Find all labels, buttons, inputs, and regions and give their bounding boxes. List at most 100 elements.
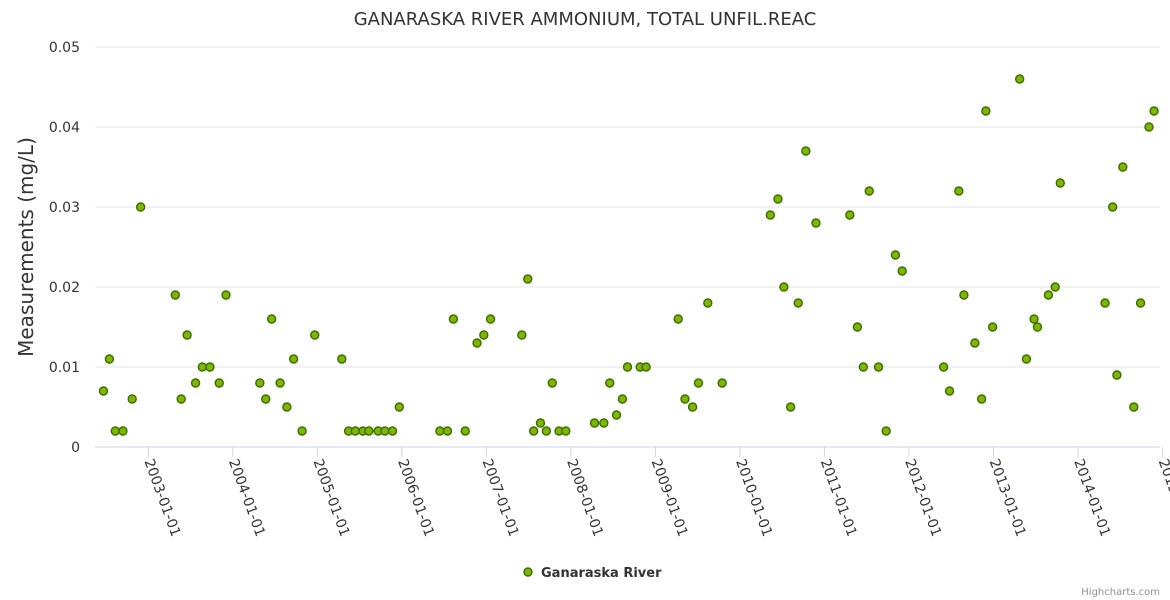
data-point[interactable] — [617, 394, 628, 404]
data-point[interactable] — [1144, 122, 1154, 132]
data-point[interactable] — [460, 426, 470, 436]
data-point[interactable] — [954, 186, 964, 196]
data-point[interactable] — [987, 322, 998, 332]
data-point[interactable] — [976, 394, 987, 404]
data-point[interactable] — [773, 194, 783, 204]
data-point[interactable] — [785, 402, 796, 412]
data-point[interactable] — [793, 298, 803, 308]
data-point[interactable] — [197, 362, 208, 372]
legend[interactable]: Ganaraska River — [523, 566, 662, 581]
data-point[interactable] — [589, 418, 600, 428]
data-point[interactable] — [881, 426, 891, 436]
data-point[interactable] — [472, 338, 482, 348]
data-point[interactable] — [221, 290, 231, 300]
data-point[interactable] — [845, 210, 855, 220]
data-point[interactable] — [255, 378, 265, 388]
data-point[interactable] — [485, 314, 496, 324]
data-point[interactable] — [135, 202, 146, 212]
data-point[interactable] — [127, 394, 137, 404]
data-point[interactable] — [182, 330, 192, 340]
data-point[interactable] — [288, 354, 299, 364]
data-point[interactable] — [611, 410, 622, 420]
data-point[interactable] — [214, 378, 224, 388]
data-point[interactable] — [297, 426, 307, 436]
data-point[interactable] — [1129, 402, 1139, 412]
data-point[interactable] — [693, 378, 704, 388]
credits-link[interactable]: Highcharts.com — [1081, 587, 1160, 598]
data-point[interactable] — [387, 426, 398, 436]
legend-item-ganaraska-river[interactable]: Ganaraska River — [541, 566, 662, 581]
data-point[interactable] — [528, 426, 539, 436]
data-point[interactable] — [1055, 178, 1065, 188]
data-point[interactable] — [765, 210, 776, 220]
data-point[interactable] — [364, 426, 374, 436]
y-tick-label: 0.01 — [49, 360, 80, 376]
data-point[interactable] — [1021, 354, 1032, 364]
data-point[interactable] — [337, 354, 347, 364]
data-point[interactable] — [261, 394, 271, 404]
data-point[interactable] — [435, 426, 445, 436]
data-point[interactable] — [605, 378, 615, 388]
data-point[interactable] — [380, 426, 390, 436]
data-point[interactable] — [523, 274, 533, 284]
data-point[interactable] — [1014, 74, 1025, 84]
data-point[interactable] — [517, 330, 527, 340]
data-point[interactable] — [858, 362, 869, 372]
data-point[interactable] — [1149, 106, 1159, 116]
data-point[interactable] — [275, 378, 285, 388]
data-point[interactable] — [479, 330, 489, 340]
data-point[interactable] — [1029, 314, 1039, 324]
data-point[interactable] — [110, 426, 120, 436]
data-point[interactable] — [1112, 370, 1122, 380]
data-point[interactable] — [687, 402, 698, 412]
data-point[interactable] — [873, 362, 884, 372]
data-point[interactable] — [170, 290, 180, 300]
data-point[interactable] — [535, 418, 546, 428]
data-point[interactable] — [561, 426, 571, 436]
data-point[interactable] — [673, 314, 683, 324]
data-point[interactable] — [897, 266, 907, 276]
data-point[interactable] — [852, 322, 863, 332]
data-point[interactable] — [1043, 290, 1054, 300]
data-point[interactable] — [104, 354, 115, 364]
data-point[interactable] — [717, 378, 727, 388]
data-point[interactable] — [970, 338, 980, 348]
data-point[interactable] — [703, 298, 713, 308]
data-point[interactable] — [622, 362, 633, 372]
data-point[interactable] — [641, 362, 651, 372]
data-point[interactable] — [442, 426, 453, 436]
data-point[interactable] — [448, 314, 459, 324]
data-point[interactable] — [1050, 282, 1060, 292]
series-ganaraska-river[interactable] — [98, 74, 1159, 436]
data-point[interactable] — [176, 394, 186, 404]
data-point[interactable] — [205, 362, 215, 372]
y-gridlines — [95, 46, 1160, 448]
data-point[interactable] — [394, 402, 404, 412]
data-point[interactable] — [547, 378, 557, 388]
data-point[interactable] — [310, 330, 320, 340]
data-point[interactable] — [1118, 162, 1128, 172]
data-point[interactable] — [541, 426, 552, 436]
data-point[interactable] — [864, 186, 874, 196]
data-point[interactable] — [981, 106, 991, 116]
data-point[interactable] — [599, 418, 609, 428]
legend-marker-icon[interactable] — [523, 567, 533, 577]
data-point[interactable] — [779, 282, 789, 292]
data-point[interactable] — [1107, 202, 1118, 212]
data-point[interactable] — [98, 386, 109, 396]
data-point[interactable] — [890, 250, 901, 260]
data-point[interactable] — [938, 362, 949, 372]
data-point[interactable] — [1135, 298, 1146, 308]
data-point[interactable] — [811, 218, 821, 228]
data-point[interactable] — [190, 378, 201, 388]
data-point[interactable] — [1100, 298, 1110, 308]
data-point[interactable] — [801, 146, 811, 156]
data-point[interactable] — [959, 290, 969, 300]
data-point[interactable] — [266, 314, 277, 324]
data-point[interactable] — [680, 394, 690, 404]
data-point[interactable] — [1032, 322, 1043, 332]
data-point[interactable] — [282, 402, 292, 412]
data-point[interactable] — [350, 426, 361, 436]
data-point[interactable] — [118, 426, 128, 436]
data-point[interactable] — [944, 386, 955, 396]
